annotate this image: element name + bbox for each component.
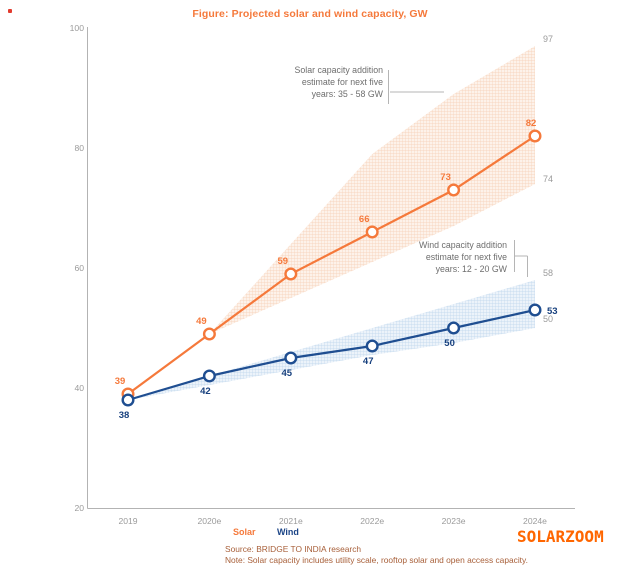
wind-point: [365, 339, 379, 353]
y-tick-label: 20: [74, 503, 84, 513]
wind-annotation-line3: years: 12 - 20 GW: [435, 264, 507, 274]
solar-annotation-line3: years: 35 - 58 GW: [311, 89, 383, 99]
chart-footer: Source: BRIDGE TO INDIA research Note: S…: [225, 544, 528, 566]
wind-point-label: 38: [119, 410, 130, 421]
solar-annotation-line2: estimate for next five: [301, 77, 383, 87]
solar-line: [127, 135, 536, 395]
wind-point: [528, 303, 542, 317]
red-dot-marker: [8, 9, 12, 13]
solar-point: [528, 129, 542, 143]
solar-point-label: 73: [440, 172, 451, 183]
x-tick-label: 2019: [118, 516, 137, 526]
wind-annotation-connector: [514, 240, 528, 277]
wind-band: [128, 280, 535, 400]
solar-annotation: Solar capacity addition estimate for nex…: [223, 64, 383, 100]
y-tick-label: 40: [74, 383, 84, 393]
band-edge-label: 50: [543, 314, 553, 324]
x-tick-label: 2022e: [360, 516, 384, 526]
band-edge-label: 97: [543, 34, 553, 44]
solar-annotation-connector: [388, 70, 444, 104]
wind-annotation-line2: estimate for next five: [425, 252, 507, 262]
wind-line: [127, 308, 536, 402]
wind-point: [284, 351, 298, 365]
band-edge-label: 74: [543, 174, 553, 184]
solar-band: [209, 46, 535, 334]
solar-annotation-line1: Solar capacity addition: [294, 65, 383, 75]
chart-title: Figure: Projected solar and wind capacit…: [192, 8, 428, 20]
wind-annotation: Wind capacity addition estimate for next…: [347, 239, 507, 275]
x-tick-label: 2021e: [279, 516, 303, 526]
wind-point: [202, 369, 216, 383]
solar-point-label: 82: [526, 118, 537, 129]
wind-point-label: 42: [200, 386, 211, 397]
y-tick-label: 100: [70, 23, 85, 33]
wind-point: [447, 321, 461, 335]
legend-solar-label: Solar: [233, 527, 256, 537]
solar-point: [202, 327, 216, 341]
confidence-bands: [128, 46, 535, 400]
solar-point: [447, 183, 461, 197]
wind-point-label: 45: [282, 368, 293, 379]
solar-point: [284, 267, 298, 281]
x-tick-label: 2020e: [197, 516, 221, 526]
legend-wind-label: Wind: [277, 527, 299, 537]
plot-series: 100 80 60 40 20 2019 2020e 2021e 2022e 2023e 2024e…: [70, 23, 558, 526]
solar-point: [365, 225, 379, 239]
wind-point-label: 50: [444, 338, 455, 349]
wind-point: [121, 393, 135, 407]
x-tick-label: 2023e: [442, 516, 466, 526]
wind-point-label: 53: [547, 306, 558, 317]
solarzoom-watermark: SOLARZOOM: [517, 527, 604, 546]
solar-point-label: 39: [115, 376, 126, 387]
source-text: Source: BRIDGE TO INDIA research: [225, 544, 362, 554]
note-text: Note: Solar capacity includes utility sc…: [225, 555, 528, 565]
wind-point-label: 47: [363, 356, 374, 367]
wind-annotation-line1: Wind capacity addition: [418, 240, 507, 250]
solar-point-label: 59: [278, 256, 289, 267]
axis-lines: [87, 27, 575, 509]
x-tick-label: 2024e: [523, 516, 547, 526]
y-tick-label: 80: [74, 143, 84, 153]
solar-point-label: 49: [196, 316, 207, 327]
solar-point-label: 66: [359, 214, 370, 225]
band-edge-label: 58: [543, 268, 553, 278]
y-tick-label: 60: [74, 263, 84, 273]
